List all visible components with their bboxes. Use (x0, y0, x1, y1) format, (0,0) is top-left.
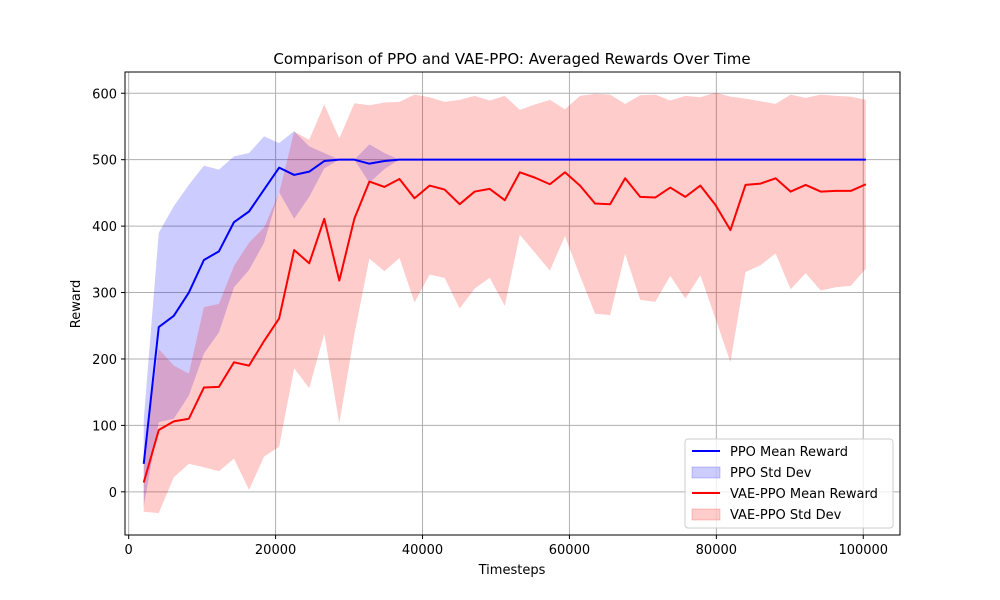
y-tick-label: 0 (109, 486, 117, 501)
tick-layer: 0 20000 40000 60000 80000 100000 0 100 200 300 400… (92, 87, 888, 558)
ppo-mean-reward-line (142, 158, 866, 465)
legend-label: VAE-PPO Mean Reward (730, 487, 878, 502)
grid-layer (125, 72, 900, 535)
y-tick-label: 400 (92, 220, 117, 235)
y-tick-label: 300 (92, 287, 117, 302)
y-tick-label: 600 (92, 87, 117, 102)
x-tick-label: 80000 (696, 543, 737, 558)
x-tick-label: 0 (125, 543, 133, 558)
plot-area-frame (124, 71, 901, 536)
y-tick-label: 500 (92, 154, 117, 169)
legend-box (684, 438, 894, 529)
legend-label: PPO Mean Reward (730, 445, 848, 460)
chart-title: Comparison of PPO and VAE-PPO: Averaged … (273, 50, 750, 68)
y-tick-label: 100 (92, 419, 117, 434)
y-tick-label: 200 (92, 353, 117, 368)
x-tick-label: 60000 (549, 543, 590, 558)
x-tick-label: 20000 (255, 543, 296, 558)
y-axis-label: Reward (69, 280, 84, 328)
legend-label: PPO Std Dev (730, 466, 812, 481)
line-layer (142, 158, 867, 483)
x-tick-label: 40000 (402, 543, 443, 558)
vae-ppo-mean-reward-line (142, 171, 867, 483)
legend: PPO Mean Reward PPO Std Dev VAE-PPO Mean R… (684, 438, 894, 529)
legend-band-swatch (691, 466, 721, 479)
legend-band-swatch (691, 508, 721, 521)
legend-label: VAE-PPO Std Dev (730, 508, 842, 523)
x-tick-label: 100000 (838, 543, 888, 558)
legend-items: PPO Mean Reward PPO Std Dev VAE-PPO Mean R… (691, 445, 878, 523)
x-axis-label: Timesteps (478, 563, 546, 578)
